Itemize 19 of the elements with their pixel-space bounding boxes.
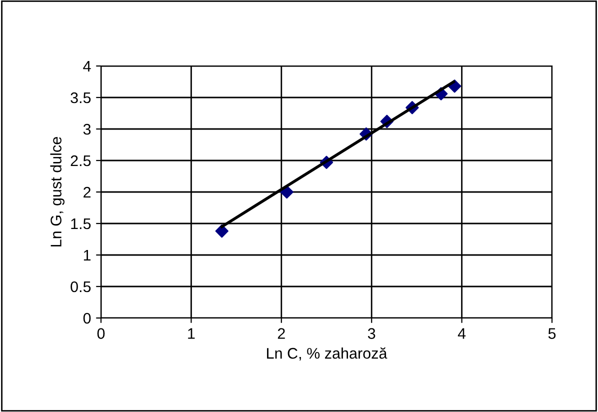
y-tick-label: 4	[83, 61, 91, 72]
x-tick-label: 1	[188, 328, 195, 339]
point	[280, 185, 294, 199]
x-tick-label: 5	[548, 328, 556, 339]
x-tick-label: 2	[278, 328, 285, 339]
y-tick-label: 2	[84, 186, 91, 198]
x-tick-label: 3	[368, 328, 376, 339]
y-tick-label: 1	[84, 250, 91, 261]
x-tick-label: 0	[97, 328, 105, 339]
y-axis-title: Ln G, gust dulce	[50, 137, 64, 246]
y-tick-label: 0	[83, 312, 91, 324]
y-tick-label: 2.5	[70, 155, 91, 166]
y-tick-label: 3.5	[70, 92, 91, 104]
y-tick-label: 0.5	[70, 281, 91, 292]
x-tick-label: 4	[458, 328, 466, 339]
point	[215, 224, 228, 238]
y-tick-label: 1.5	[71, 218, 91, 230]
x-axis-title: Ln C, % zaharoză	[267, 347, 388, 361]
y-tick-label: 3	[83, 124, 91, 135]
